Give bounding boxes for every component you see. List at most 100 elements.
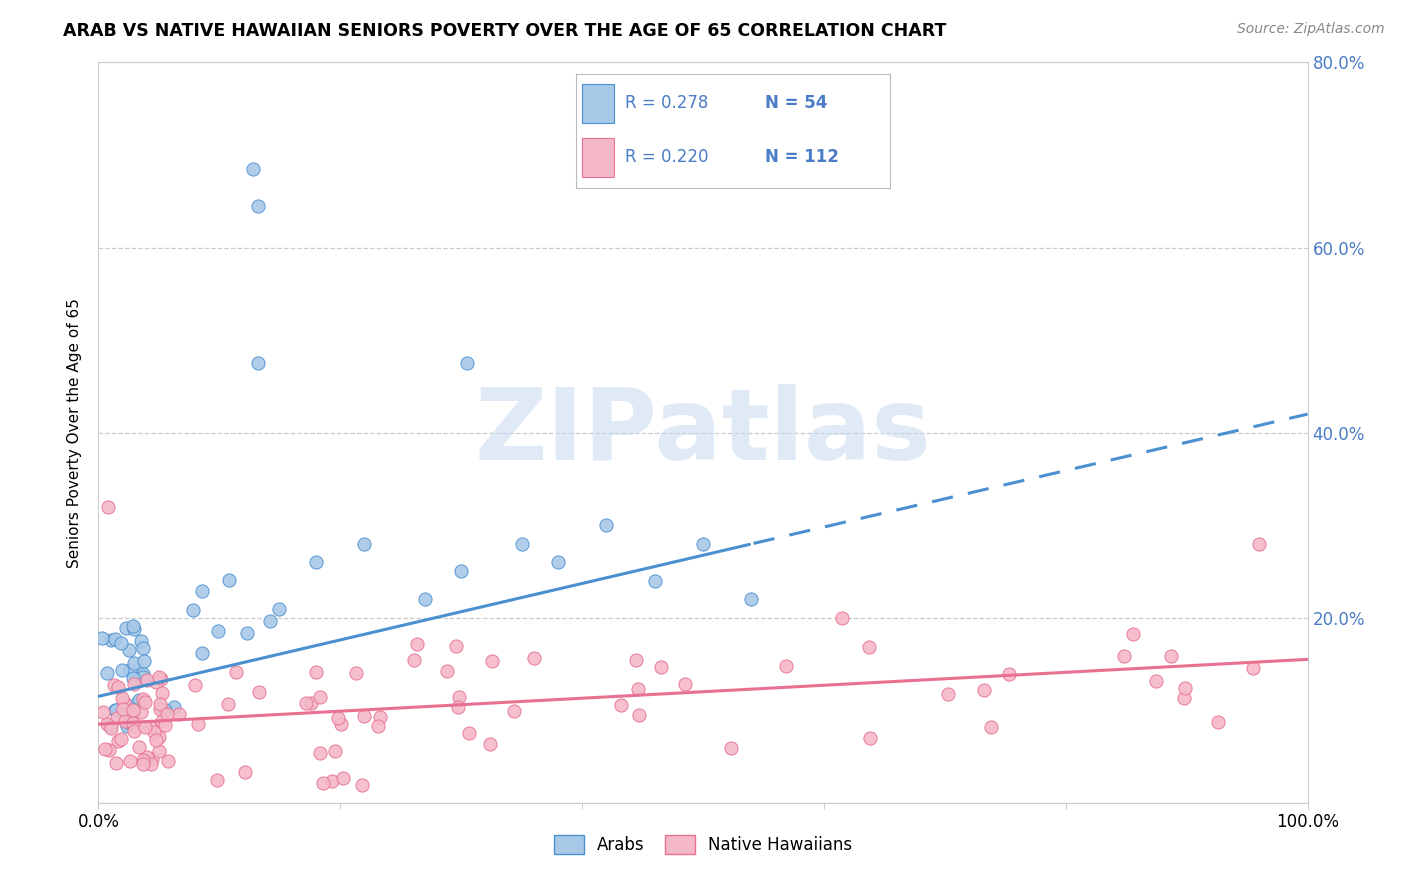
Point xyxy=(190,583,212,598)
Point xyxy=(118,711,141,725)
Point xyxy=(124,724,146,739)
Point xyxy=(344,666,367,681)
Point xyxy=(207,772,229,787)
Point xyxy=(218,573,240,587)
Point xyxy=(321,774,343,789)
Point xyxy=(458,726,481,740)
Point xyxy=(523,651,546,665)
Point xyxy=(124,677,146,691)
Point xyxy=(1173,691,1195,706)
Point xyxy=(122,623,145,637)
Point xyxy=(121,703,143,717)
Point xyxy=(91,705,114,719)
Point xyxy=(91,631,114,645)
Point xyxy=(121,671,143,685)
Point xyxy=(150,686,173,700)
Point xyxy=(447,699,470,714)
Point xyxy=(627,681,650,696)
Point xyxy=(624,653,647,667)
Point xyxy=(502,704,524,718)
Point xyxy=(312,775,335,789)
Y-axis label: Seniors Poverty Over the Age of 65: Seniors Poverty Over the Age of 65 xyxy=(67,298,83,567)
Point xyxy=(1122,627,1144,641)
Point xyxy=(107,734,129,748)
Point xyxy=(233,765,256,780)
Point xyxy=(1114,648,1136,663)
Point xyxy=(110,636,132,650)
Point xyxy=(150,714,173,729)
Point xyxy=(132,667,155,681)
Point xyxy=(740,592,762,607)
Point xyxy=(235,626,257,640)
Point xyxy=(478,737,501,751)
Point xyxy=(720,740,742,755)
Point xyxy=(118,663,141,677)
Point xyxy=(145,674,167,689)
Point xyxy=(115,621,138,635)
Point xyxy=(225,665,247,679)
Point xyxy=(114,714,136,728)
Point xyxy=(118,716,141,731)
Point xyxy=(118,754,141,768)
Point xyxy=(610,698,633,713)
Point xyxy=(547,555,569,569)
Point xyxy=(93,742,115,756)
Point xyxy=(367,719,389,733)
Point xyxy=(1144,673,1167,688)
Point xyxy=(309,746,332,760)
Point xyxy=(858,640,880,655)
Point xyxy=(132,756,155,771)
Point xyxy=(97,500,120,514)
Point xyxy=(148,730,170,744)
Point xyxy=(456,356,478,370)
Point xyxy=(96,716,118,731)
Point xyxy=(132,753,155,767)
Point xyxy=(692,536,714,550)
Point xyxy=(157,754,180,768)
Point xyxy=(149,697,172,711)
Legend: Arabs, Native Hawaiians: Arabs, Native Hawaiians xyxy=(547,829,859,861)
Point xyxy=(980,720,1002,734)
Point xyxy=(153,703,176,717)
Point xyxy=(402,653,425,667)
Point xyxy=(673,677,696,691)
Text: Source: ZipAtlas.com: Source: ZipAtlas.com xyxy=(1237,22,1385,37)
Point xyxy=(650,659,672,673)
Point xyxy=(1206,714,1229,729)
Point xyxy=(132,692,155,706)
Point xyxy=(368,710,391,724)
Point xyxy=(595,518,617,533)
Point xyxy=(98,719,121,733)
Point xyxy=(131,705,153,719)
Point xyxy=(117,719,139,733)
Point xyxy=(163,700,186,714)
Point xyxy=(105,756,128,770)
Point xyxy=(141,752,163,766)
Point xyxy=(118,643,141,657)
Point xyxy=(1249,536,1271,550)
Point xyxy=(449,690,471,704)
Point xyxy=(187,716,209,731)
Point xyxy=(128,693,150,707)
Point xyxy=(183,678,205,692)
Point xyxy=(305,555,328,569)
Point xyxy=(145,733,167,747)
Point xyxy=(122,706,145,721)
Point xyxy=(936,687,959,701)
Point xyxy=(294,696,316,710)
Point xyxy=(128,740,150,755)
Point xyxy=(973,683,995,698)
Point xyxy=(136,749,159,764)
Point xyxy=(111,691,134,706)
Point xyxy=(111,663,134,677)
Point xyxy=(305,665,328,680)
Point xyxy=(124,720,146,734)
Point xyxy=(353,708,375,723)
Point xyxy=(1241,661,1264,675)
Point xyxy=(259,614,281,628)
Point xyxy=(104,703,127,717)
Point xyxy=(644,574,666,588)
Point xyxy=(104,703,127,717)
Point xyxy=(267,602,290,616)
Point xyxy=(299,696,322,710)
